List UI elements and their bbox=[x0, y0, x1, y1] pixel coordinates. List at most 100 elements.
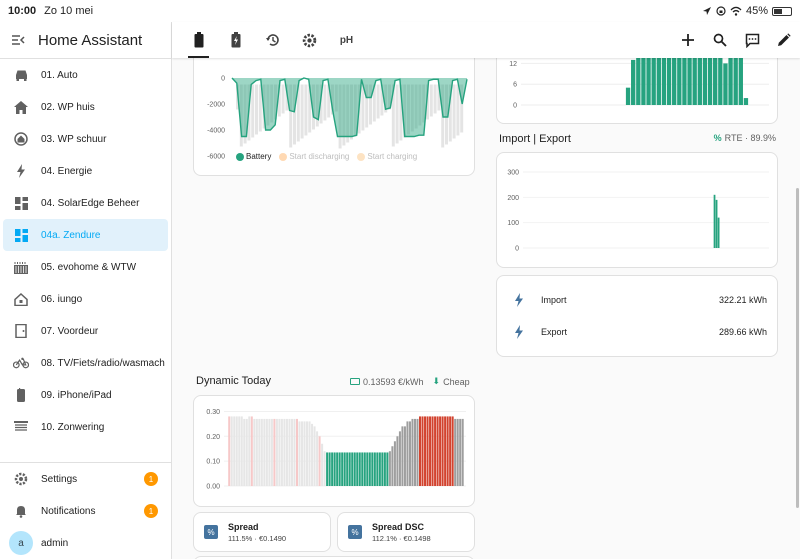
price-bar bbox=[255, 418, 258, 486]
avatar: a bbox=[9, 531, 33, 555]
sidebar-item-3[interactable]: 03. WP schuur bbox=[3, 123, 168, 155]
background-bar bbox=[391, 84, 395, 147]
export-row[interactable]: Export 289.66 kWh bbox=[511, 322, 767, 342]
price-bar bbox=[346, 452, 349, 486]
price-bar bbox=[429, 416, 432, 486]
search-button[interactable] bbox=[704, 24, 736, 56]
background-bar bbox=[255, 84, 258, 135]
price-bar bbox=[373, 452, 376, 486]
background-bar bbox=[353, 84, 357, 137]
price-bar bbox=[301, 421, 304, 486]
price-bar bbox=[441, 416, 444, 486]
dashboard-icon bbox=[13, 227, 29, 243]
y-tick-label: 0.30 bbox=[206, 409, 220, 416]
y-tick-label: 200 bbox=[507, 195, 519, 202]
bar bbox=[672, 58, 677, 105]
legend-start-discharging[interactable]: Start discharging bbox=[279, 152, 349, 161]
background-bar bbox=[315, 84, 319, 127]
spread-tile[interactable]: % Spread 111.5% · €0.1490 bbox=[193, 512, 331, 552]
y-tick-label: 0 bbox=[515, 246, 519, 253]
background-bar bbox=[274, 84, 277, 120]
sidebar-item-4[interactable]: 04. Energie bbox=[3, 155, 168, 187]
import-export-title: Import | Export bbox=[499, 133, 571, 145]
price-bar bbox=[406, 421, 409, 486]
y-tick-label: 0.20 bbox=[206, 434, 220, 441]
price-bar bbox=[316, 431, 319, 486]
tab-ph[interactable]: pH bbox=[328, 22, 365, 58]
assist-icon bbox=[745, 33, 759, 48]
price-bar bbox=[311, 423, 314, 486]
cash-icon bbox=[350, 378, 360, 385]
price-bar bbox=[421, 416, 424, 486]
import-row[interactable]: Import 322.21 kWh bbox=[511, 290, 767, 310]
status-time: 10:00 bbox=[8, 5, 37, 17]
dynamic-price-card: 0.00 0.10 0.20 0.30 bbox=[193, 395, 475, 507]
legend-start-charging[interactable]: Start charging bbox=[357, 152, 417, 161]
sidebar-item-label: 04. Energie bbox=[41, 165, 93, 177]
price-bar bbox=[248, 416, 251, 486]
bar bbox=[713, 194, 716, 248]
tab-settings[interactable] bbox=[291, 22, 328, 58]
background-bar bbox=[365, 84, 369, 128]
spread-dsc-tile[interactable]: % Spread DSC 112.1% · €0.1498 bbox=[337, 512, 475, 552]
location-icon bbox=[702, 7, 711, 15]
sidebar-item-2[interactable]: 02. WP huis bbox=[3, 91, 168, 123]
sidebar-nav: 01. Auto 02. WP huis 03. WP schuur 04. Ener… bbox=[0, 59, 171, 443]
price-bar bbox=[431, 416, 434, 486]
price-bar bbox=[381, 452, 384, 486]
sidebar-item-label: Notifications bbox=[41, 505, 96, 517]
pencil-icon bbox=[778, 33, 791, 46]
price-bar bbox=[396, 436, 399, 486]
sidebar-item-profile[interactable]: a admin bbox=[3, 527, 168, 559]
sidebar-item-label: 10. Zonwering bbox=[41, 421, 105, 433]
tab-battery[interactable] bbox=[180, 22, 217, 58]
background-bar bbox=[346, 84, 350, 143]
battery-area bbox=[232, 78, 467, 137]
settings-badge: 1 bbox=[144, 472, 158, 486]
y-tick-label: 0 bbox=[221, 76, 225, 83]
assist-button[interactable] bbox=[736, 24, 768, 56]
price-bar bbox=[434, 416, 437, 486]
sidebar-item-5[interactable]: 04. SolarEdge Beheer bbox=[3, 187, 168, 219]
sidebar-item-notifications[interactable]: Notifications 1 bbox=[3, 495, 168, 527]
sidebar-item-1[interactable]: 01. Auto bbox=[3, 59, 168, 91]
price-bar bbox=[273, 418, 276, 486]
bar bbox=[682, 58, 687, 105]
price-bar bbox=[439, 416, 442, 486]
price-bar bbox=[328, 452, 331, 486]
price-bar bbox=[321, 443, 324, 486]
background-bar bbox=[251, 84, 255, 138]
import-value: 322.21 kWh bbox=[718, 295, 767, 305]
tab-battery-charging[interactable] bbox=[217, 22, 254, 58]
status-date: Zo 10 mei bbox=[44, 5, 94, 17]
menu-open-icon[interactable] bbox=[10, 32, 26, 48]
dynamic-price: 0.13593 €/kWh ⬇ Cheap bbox=[350, 376, 470, 387]
sidebar-item-8[interactable]: 06. iungo bbox=[3, 283, 168, 315]
scrollbar[interactable] bbox=[796, 188, 799, 508]
price-bar bbox=[306, 421, 309, 486]
price-bar bbox=[391, 446, 394, 486]
sidebar-item-12[interactable]: 10. Zonwering bbox=[3, 411, 168, 443]
sidebar-item-9[interactable]: 07. Voordeur bbox=[3, 315, 168, 347]
bar bbox=[692, 58, 697, 105]
bar bbox=[702, 58, 708, 105]
sidebar-item-10[interactable]: 08. TV/Fiets/radio/wasmach bbox=[3, 347, 168, 379]
phone-icon bbox=[13, 387, 29, 403]
price-bar bbox=[451, 416, 454, 486]
y-tick-label: 0.00 bbox=[206, 484, 220, 491]
sidebar-item-11[interactable]: 09. iPhone/iPad bbox=[3, 379, 168, 411]
price-bar bbox=[250, 416, 253, 486]
sidebar-item-label: Settings bbox=[41, 473, 78, 485]
sidebar-item-7[interactable]: 05. evohome & WTW bbox=[3, 251, 168, 283]
price-bar bbox=[230, 416, 233, 486]
edit-button[interactable] bbox=[768, 24, 800, 56]
background-bar bbox=[262, 84, 266, 129]
tab-history[interactable] bbox=[254, 22, 291, 58]
import-export-chart-card: 0 100 200 300 bbox=[496, 152, 778, 268]
background-bar bbox=[304, 84, 308, 136]
legend-battery[interactable]: Battery bbox=[236, 152, 271, 161]
percent-box-icon: % bbox=[204, 525, 218, 539]
add-button[interactable] bbox=[672, 24, 704, 56]
sidebar-item-settings[interactable]: Settings 1 bbox=[3, 463, 168, 495]
sidebar-item-6[interactable]: 04a. Zendure bbox=[3, 219, 168, 251]
